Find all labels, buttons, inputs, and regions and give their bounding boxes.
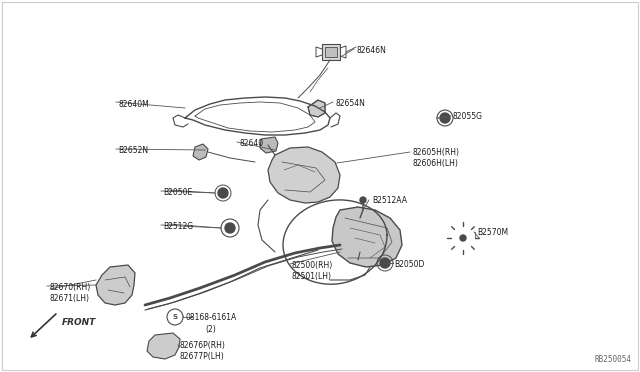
- Circle shape: [380, 258, 390, 268]
- Text: 82055G: 82055G: [453, 112, 483, 121]
- Text: S: S: [173, 314, 177, 320]
- Text: B2050E: B2050E: [163, 188, 192, 197]
- Text: B2512AA: B2512AA: [372, 196, 407, 205]
- Polygon shape: [268, 147, 340, 203]
- Text: B2050D: B2050D: [394, 260, 424, 269]
- Text: 82640: 82640: [239, 139, 263, 148]
- Text: B2512G: B2512G: [163, 222, 193, 231]
- Circle shape: [225, 223, 235, 233]
- Polygon shape: [332, 207, 402, 267]
- Text: 08168-6161A: 08168-6161A: [185, 313, 236, 322]
- Circle shape: [218, 188, 228, 198]
- Circle shape: [460, 235, 466, 241]
- Text: B2570M: B2570M: [477, 228, 508, 237]
- Text: 82677P(LH): 82677P(LH): [180, 352, 225, 361]
- Text: 82606H(LH): 82606H(LH): [413, 159, 459, 168]
- FancyBboxPatch shape: [322, 44, 340, 60]
- Text: RB250054: RB250054: [595, 355, 632, 364]
- Text: (2): (2): [205, 325, 216, 334]
- Text: FRONT: FRONT: [62, 318, 96, 327]
- FancyBboxPatch shape: [325, 47, 337, 57]
- Polygon shape: [260, 137, 278, 153]
- Polygon shape: [96, 265, 135, 305]
- Text: 82654N: 82654N: [336, 99, 366, 108]
- Text: 82676P(RH): 82676P(RH): [180, 341, 226, 350]
- Text: 82501(LH): 82501(LH): [292, 272, 332, 281]
- Circle shape: [360, 197, 366, 203]
- Text: B2652N: B2652N: [118, 146, 148, 155]
- Polygon shape: [147, 333, 180, 359]
- Polygon shape: [193, 144, 208, 160]
- Text: 82671(LH): 82671(LH): [49, 294, 89, 303]
- Text: 82605H(RH): 82605H(RH): [413, 148, 460, 157]
- Text: 82670(RH): 82670(RH): [49, 283, 90, 292]
- Text: 82500(RH): 82500(RH): [292, 261, 333, 270]
- Polygon shape: [308, 100, 325, 117]
- Circle shape: [440, 113, 450, 123]
- Text: 82646N: 82646N: [357, 46, 387, 55]
- Text: 82640M: 82640M: [118, 100, 148, 109]
